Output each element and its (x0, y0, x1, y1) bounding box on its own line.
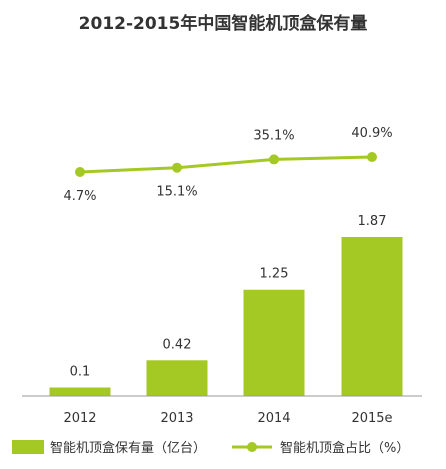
x-tick-label: 2015e (351, 411, 392, 426)
line-point-2012 (75, 167, 85, 177)
line-value-label: 35.1% (253, 128, 294, 143)
line-point-2013 (172, 162, 182, 173)
chart-title: 2012-2015年中国智能机顶盒保有量 (78, 14, 368, 34)
bar-2013 (146, 360, 208, 396)
bar-2012 (49, 387, 111, 396)
x-tick-label: 2012 (63, 411, 96, 426)
line-point-2015e (367, 152, 377, 162)
bar-value-label: 0.1 (70, 364, 91, 379)
line-value-label: 15.1% (156, 185, 197, 200)
bar-value-label: 1.87 (358, 214, 387, 229)
legend-bar-swatch (12, 440, 44, 454)
line-value-label: 40.9% (351, 126, 392, 141)
bar-2014 (243, 289, 305, 396)
x-tick-label: 2013 (160, 411, 193, 426)
x-tick-label: 2014 (257, 411, 290, 426)
line-series-percent (79, 155, 373, 174)
bar-value-label: 1.25 (260, 267, 289, 282)
bar-2015e (341, 237, 403, 396)
legend-line-label: 智能机顶盒占比（%） (280, 440, 409, 456)
legend-bar-label: 智能机顶盒保有量（亿台） (50, 440, 206, 456)
line-point-2014 (269, 154, 279, 165)
bar-value-label: 0.42 (163, 337, 192, 352)
line-value-label: 4.7% (63, 189, 96, 204)
legend-line-marker (247, 442, 257, 452)
